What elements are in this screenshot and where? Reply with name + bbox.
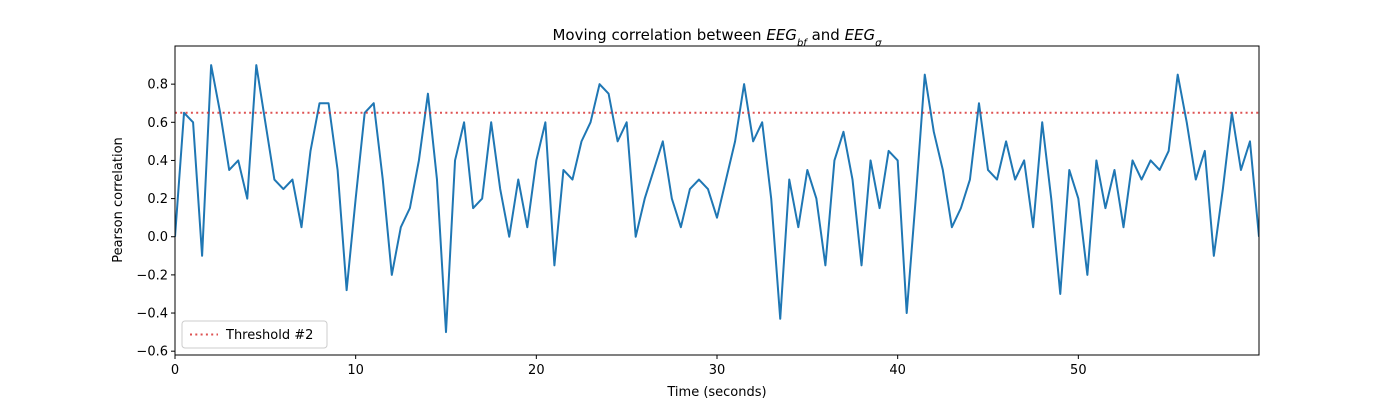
- x-tick-label: 20: [528, 363, 545, 378]
- data-line: [175, 64, 1259, 334]
- x-tick-label: 30: [709, 363, 726, 378]
- y-tick-label: 0.0: [147, 230, 168, 245]
- legend-label: Threshold #2: [225, 328, 313, 343]
- title-part: EEG: [845, 26, 876, 44]
- y-tick-label: −0.4: [136, 307, 168, 322]
- y-tick-label: 0.2: [147, 192, 168, 207]
- title-part: EEG: [766, 26, 797, 44]
- x-tick-label: 40: [889, 363, 906, 378]
- axes-frame: [174, 45, 1260, 356]
- y-tick-label: −0.6: [136, 345, 168, 360]
- y-tick-label: 0.6: [147, 116, 168, 131]
- title-part: σ: [875, 38, 882, 49]
- y-axis-label: Pearson correlation: [111, 137, 126, 263]
- x-tick-label: 50: [1070, 363, 1087, 378]
- y-tick-label: 0.8: [147, 78, 168, 93]
- x-tick-label: 10: [347, 363, 364, 378]
- title-part: and: [807, 26, 845, 44]
- x-tick-label: 0: [171, 363, 179, 378]
- legend-box: [181, 320, 328, 349]
- x-axis-label: Time (seconds): [666, 385, 766, 400]
- title-part: bf: [797, 38, 808, 49]
- y-tick-label: −0.2: [136, 268, 168, 283]
- y-tick-label: 0.4: [147, 154, 168, 169]
- chart-title: Moving correlation between EEGbf and EEG…: [552, 26, 882, 49]
- title-part: Moving correlation between: [552, 26, 766, 44]
